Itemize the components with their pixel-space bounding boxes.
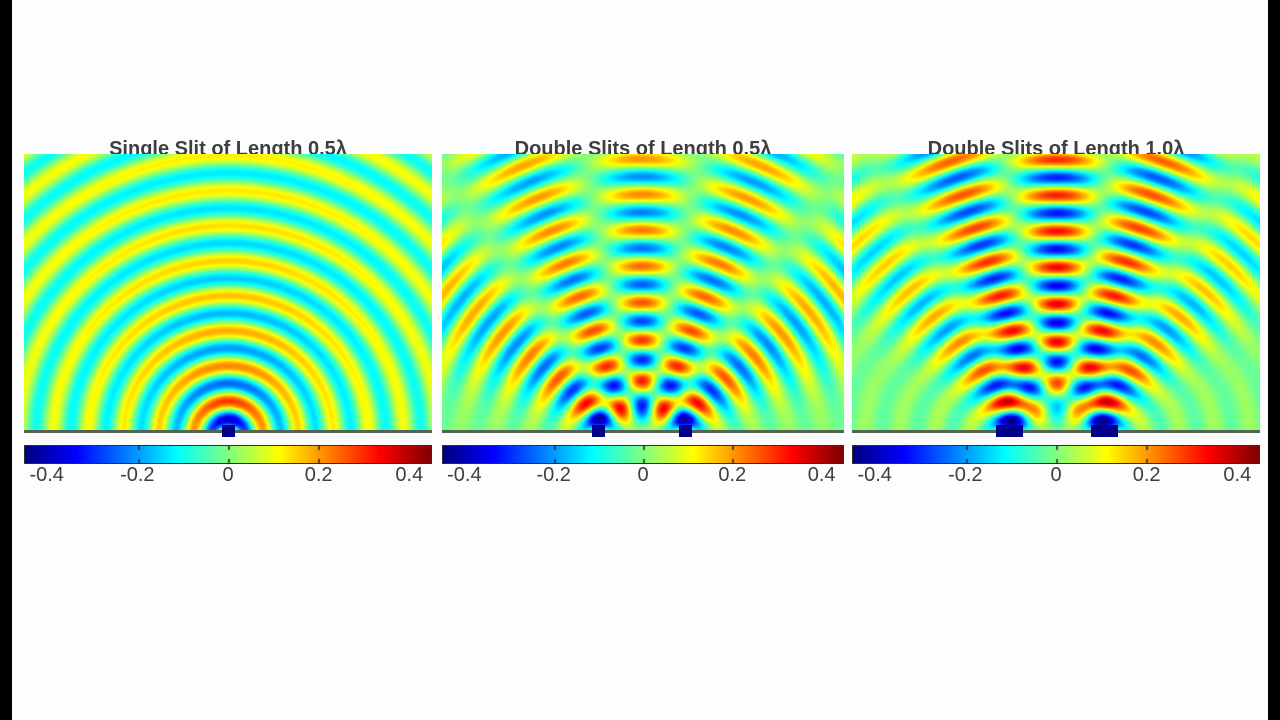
wave-plot-area bbox=[852, 154, 1260, 437]
colorbar-tick-label: -0.4 bbox=[29, 464, 64, 486]
colorbar-tick-label: 0 bbox=[222, 464, 234, 486]
colorbar-tick-labels: -0.4 -0.2 0 0.2 0.4 bbox=[852, 464, 1260, 490]
colorbar-tick-label: 0.2 bbox=[718, 464, 747, 486]
slit-marker bbox=[996, 425, 1023, 437]
slit-marker bbox=[679, 425, 692, 437]
wave-plot-area bbox=[24, 154, 432, 437]
colorbar-gradient bbox=[853, 446, 1259, 463]
colorbar bbox=[24, 445, 432, 464]
colorbar-tick-label: 0 bbox=[1050, 464, 1062, 486]
wave-plot-area bbox=[442, 154, 844, 437]
wall-line bbox=[852, 430, 1260, 433]
colorbar-tick-labels: -0.4 -0.2 0 0.2 0.4 bbox=[442, 464, 844, 490]
colorbar-tick-label: -0.2 bbox=[948, 464, 983, 486]
panel-double-slit-one-lambda: Double Slits of Length 1.0λ -0.4 -0.2 0 0.2… bbox=[852, 118, 1260, 490]
colorbar-tick-labels: -0.4 -0.2 0 0.2 0.4 bbox=[24, 464, 432, 490]
colorbar-gradient bbox=[25, 446, 431, 463]
colorbar-gradient bbox=[443, 446, 843, 463]
pillarbox-left bbox=[0, 0, 12, 720]
colorbar-tick-label: 0.4 bbox=[395, 464, 424, 486]
wave-field-heatmap bbox=[24, 154, 432, 433]
colorbar-tick-label: 0.2 bbox=[304, 464, 333, 486]
panel-double-slit-half-lambda: Double Slits of Length 0.5λ -0.4 -0.2 0 0.2… bbox=[442, 118, 844, 490]
slit-marker bbox=[592, 425, 605, 437]
colorbar-tick-label: -0.2 bbox=[536, 464, 571, 486]
colorbar bbox=[442, 445, 844, 464]
colorbar-tick-label: -0.4 bbox=[447, 464, 482, 486]
colorbar-tick-label: 0.2 bbox=[1132, 464, 1161, 486]
wall-line bbox=[442, 430, 844, 433]
colorbar-tick-label: 0 bbox=[637, 464, 649, 486]
colorbar bbox=[852, 445, 1260, 464]
slit-marker bbox=[222, 425, 235, 437]
pillarbox-right bbox=[1268, 0, 1280, 720]
colorbar-tick-label: -0.2 bbox=[120, 464, 155, 486]
wave-field-heatmap bbox=[442, 154, 844, 433]
wave-field-heatmap bbox=[852, 154, 1260, 433]
slit-marker bbox=[1091, 425, 1118, 437]
colorbar-tick-label: -0.4 bbox=[857, 464, 892, 486]
colorbar-tick-label: 0.4 bbox=[1223, 464, 1252, 486]
colorbar-tick-label: 0.4 bbox=[807, 464, 836, 486]
panel-single-slit: Single Slit of Length 0.5λ -0.4 -0.2 0 0.2 0… bbox=[24, 118, 432, 490]
